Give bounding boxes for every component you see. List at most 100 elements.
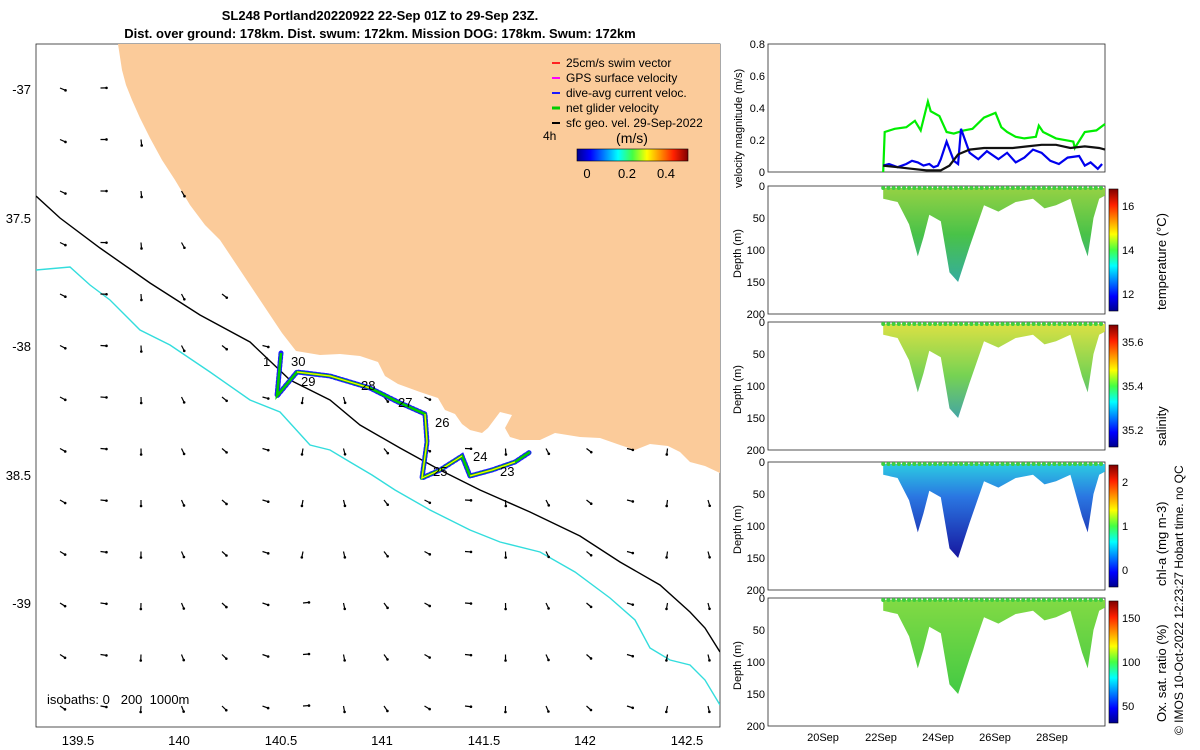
geo-velocity-arrowhead bbox=[343, 659, 346, 662]
surface-sample-dot bbox=[1088, 186, 1093, 190]
surface-sample-dot bbox=[1073, 598, 1077, 602]
geo-velocity-arrowhead bbox=[105, 292, 108, 296]
geo-velocity-arrowhead bbox=[64, 346, 67, 350]
velocity-axes-frame bbox=[767, 43, 1106, 173]
geo-velocity-arrowhead bbox=[63, 656, 67, 660]
speed-colorbar-tick: 0 bbox=[583, 166, 590, 181]
geo-velocity-arrowhead bbox=[266, 500, 270, 504]
geo-velocity-arrowhead bbox=[63, 501, 67, 505]
geo-velocity-arrowhead bbox=[386, 709, 389, 713]
section-colorbar bbox=[1108, 324, 1119, 448]
surface-sample-dot bbox=[907, 322, 912, 326]
geo-velocity-arrowhead bbox=[182, 452, 186, 456]
geo-velocity-arrowhead bbox=[225, 605, 228, 609]
surface-sample-dot bbox=[1099, 462, 1103, 466]
surface-sample-dot bbox=[984, 186, 989, 190]
geo-velocity-arrowhead bbox=[343, 556, 347, 559]
surface-sample-dot bbox=[1021, 186, 1026, 190]
geo-velocity-arrowhead bbox=[300, 504, 304, 508]
surface-sample-dot bbox=[1010, 186, 1015, 190]
geo-velocity-arrowhead bbox=[665, 453, 669, 456]
surface-sample-dot bbox=[896, 186, 901, 190]
surface-sample-dot bbox=[995, 462, 1000, 466]
surface-sample-dot bbox=[922, 598, 927, 602]
geo-velocity-arrowhead bbox=[343, 453, 347, 456]
surface-sample-dot bbox=[1026, 462, 1031, 466]
geo-velocity-arrowhead bbox=[386, 503, 390, 507]
surface-sample-dot bbox=[1031, 598, 1036, 602]
geo-velocity-arrowhead bbox=[64, 89, 67, 92]
surface-sample-dot bbox=[979, 322, 984, 326]
geo-velocity-arrowhead bbox=[547, 658, 550, 662]
surface-sample-dot bbox=[974, 322, 979, 326]
surface-sample-dot bbox=[933, 322, 938, 326]
geo-velocity-arrowhead bbox=[469, 499, 473, 502]
geo-velocity-arrowhead bbox=[225, 554, 228, 557]
surface-sample-dot bbox=[1052, 462, 1057, 466]
geo-velocity-arrowhead bbox=[182, 555, 186, 559]
geo-velocity-arrowhead bbox=[343, 504, 347, 508]
geo-velocity-arrowhead bbox=[182, 658, 186, 662]
geo-velocity-arrowhead bbox=[469, 653, 473, 657]
geo-velocity-arrowhead bbox=[105, 654, 108, 657]
colorbar-tick: 35.6 bbox=[1122, 337, 1143, 349]
time-tick: 24Sep bbox=[922, 732, 954, 744]
colorbar-tick: 150 bbox=[1122, 613, 1140, 625]
geo-velocity-arrowhead bbox=[225, 347, 229, 351]
surface-sample-dot bbox=[902, 462, 906, 466]
depth-tick: 50 bbox=[753, 349, 765, 361]
colorbar-label: salinity bbox=[1154, 406, 1169, 446]
swim-vector-track bbox=[296, 371, 516, 479]
geo-velocity-arrowhead bbox=[708, 659, 711, 662]
surface-sample-dot bbox=[1041, 462, 1046, 466]
legend-label: dive-avg current veloc. bbox=[566, 86, 687, 100]
geo-velocity-arrowhead bbox=[139, 453, 143, 456]
depth-label: Depth (m) bbox=[732, 229, 744, 278]
map-x-tick: 140 bbox=[168, 733, 190, 748]
surface-sample-dot bbox=[917, 322, 922, 326]
surface-sample-dot bbox=[881, 598, 886, 602]
geo-velocity-arrowhead bbox=[631, 500, 635, 503]
surface-sample-dot bbox=[938, 322, 943, 326]
surface-sample-dot bbox=[912, 322, 917, 326]
surface-sample-dot bbox=[1078, 186, 1083, 190]
colorbar-tick: 100 bbox=[1122, 657, 1140, 669]
surface-sample-dot bbox=[1093, 598, 1098, 602]
velocity-panel: 0 0.2 0.4 0.6 0.8 velocity magnitude (m/… bbox=[733, 39, 1106, 188]
surface-sample-dot bbox=[969, 322, 974, 326]
depth-tick: 0 bbox=[759, 181, 765, 193]
surface-sample-dot bbox=[891, 322, 896, 326]
surface-sample-dot bbox=[953, 462, 958, 466]
surface-sample-dot bbox=[990, 598, 995, 602]
geo-velocity-arrowhead bbox=[139, 556, 143, 559]
speed-colorbar-title: (m/s) bbox=[616, 130, 648, 146]
geo-velocity-arrowhead bbox=[386, 554, 389, 558]
section-colorbar bbox=[1108, 600, 1119, 724]
velocity-series-line bbox=[882, 128, 1103, 171]
colorbar-label: Ox. sat. ratio (%) bbox=[1154, 624, 1169, 722]
geo-velocity-arrowhead bbox=[105, 705, 108, 709]
surface-sample-dot bbox=[1083, 462, 1088, 466]
surface-sample-dot bbox=[1088, 462, 1093, 466]
surface-sample-dot bbox=[1041, 598, 1046, 602]
time-tick: 28Sep bbox=[1036, 732, 1068, 744]
surface-sample-dot bbox=[1041, 186, 1046, 190]
depth-tick: 150 bbox=[747, 689, 765, 701]
geo-velocity-arrowhead bbox=[105, 396, 108, 399]
surface-sample-dot bbox=[1067, 186, 1072, 190]
speed-colorbar-gradient bbox=[576, 148, 689, 162]
section-panel-salinity: 0 50 100 150 200 Depth (m) 35.6 35.4 35.2 salinit… bbox=[732, 317, 1169, 457]
map-y-tick: 37.5 bbox=[6, 211, 31, 226]
surface-sample-dot bbox=[995, 186, 1000, 190]
depth-tick: 150 bbox=[747, 413, 765, 425]
geo-velocity-arrowhead bbox=[105, 499, 108, 502]
geo-velocity-arrowhead bbox=[469, 705, 473, 709]
glider-track-group: 1 30 29 28 27 26 25 24 23 bbox=[263, 350, 533, 483]
geo-velocity-arrowhead bbox=[300, 453, 304, 456]
geo-velocity-arrowhead bbox=[428, 398, 432, 401]
colorbar-tick: 35.4 bbox=[1122, 381, 1143, 393]
geo-velocity-arrowhead bbox=[182, 349, 186, 353]
surface-sample-dot bbox=[995, 322, 1000, 326]
surface-sample-dot bbox=[974, 186, 979, 190]
